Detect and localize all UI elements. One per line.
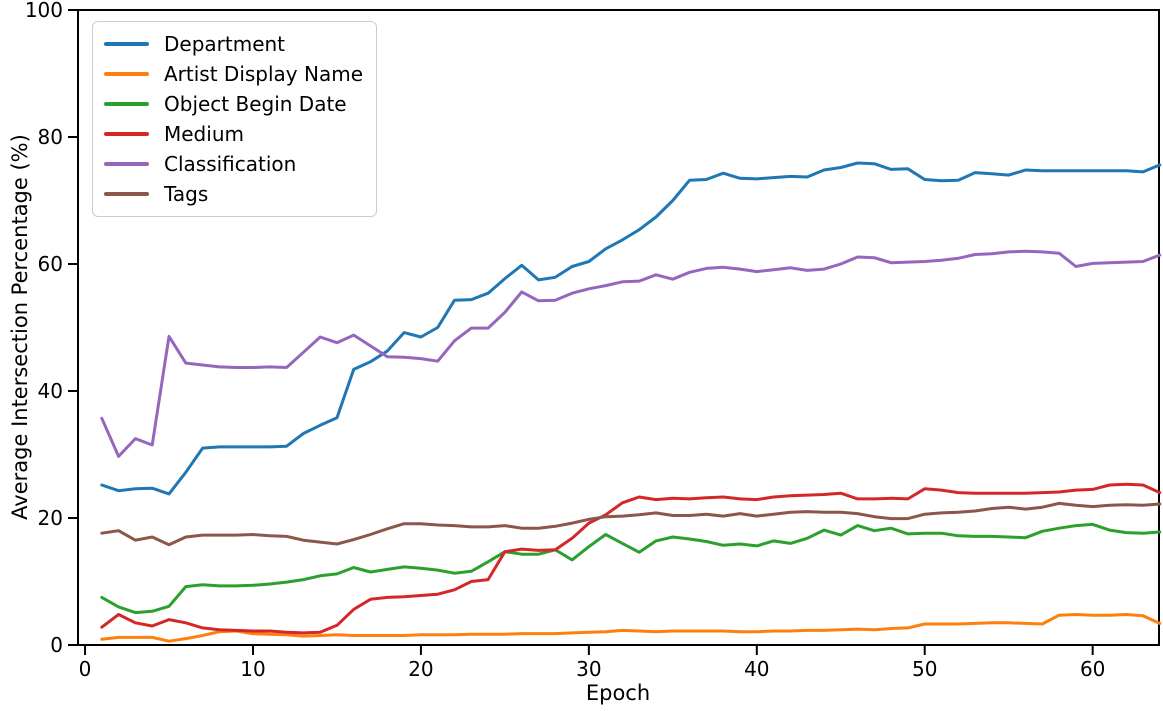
legend-label: Department <box>164 32 286 56</box>
x-tick-label: 0 <box>79 657 92 681</box>
series-line-department <box>100 161 1162 496</box>
y-tick-label: 80 <box>38 125 63 149</box>
y-tick-label: 20 <box>38 506 63 530</box>
legend-label: Medium <box>164 122 244 146</box>
legend-item: Classification <box>104 149 376 179</box>
y-tick-label: 0 <box>50 633 63 657</box>
x-tick-label: 50 <box>912 657 937 681</box>
legend-line-swatch <box>104 132 149 136</box>
legend-item: Tags <box>104 179 376 209</box>
x-axis-label: Epoch <box>585 681 651 705</box>
plot-frame <box>77 9 1160 646</box>
y-tick-label: 60 <box>38 252 63 276</box>
legend-line-swatch <box>104 42 149 46</box>
legend-label: Object Begin Date <box>164 92 347 116</box>
legend-line-swatch <box>104 162 149 166</box>
legend-item: Object Begin Date <box>104 89 376 119</box>
x-tick-label: 20 <box>408 657 433 681</box>
legend-item: Medium <box>104 119 376 149</box>
series-line-classification <box>100 249 1162 458</box>
x-tick-label: 10 <box>240 657 265 681</box>
series-line-medium <box>100 482 1162 635</box>
legend-label: Classification <box>164 152 297 176</box>
legend-line-swatch <box>104 192 149 196</box>
legend-item: Artist Display Name <box>104 59 376 89</box>
x-tick-label: 60 <box>1080 657 1105 681</box>
series-line-artist-display-name <box>100 613 1162 643</box>
x-tick-label: 30 <box>576 657 601 681</box>
y-tick-label: 100 <box>25 0 63 22</box>
legend-line-swatch <box>104 102 149 106</box>
series-line-tags <box>100 501 1162 547</box>
legend-item: Department <box>104 29 376 59</box>
legend-label: Artist Display Name <box>164 62 364 86</box>
legend-label: Tags <box>164 182 209 206</box>
y-tick-label: 40 <box>38 379 63 403</box>
x-tick-label: 40 <box>744 657 769 681</box>
series-line-object-begin-date <box>100 522 1162 615</box>
legend-line-swatch <box>104 72 149 76</box>
y-axis-label: Average Intersection Percentage (%) <box>8 134 32 520</box>
legend: Department Artist Display Name Object Be… <box>92 21 377 217</box>
